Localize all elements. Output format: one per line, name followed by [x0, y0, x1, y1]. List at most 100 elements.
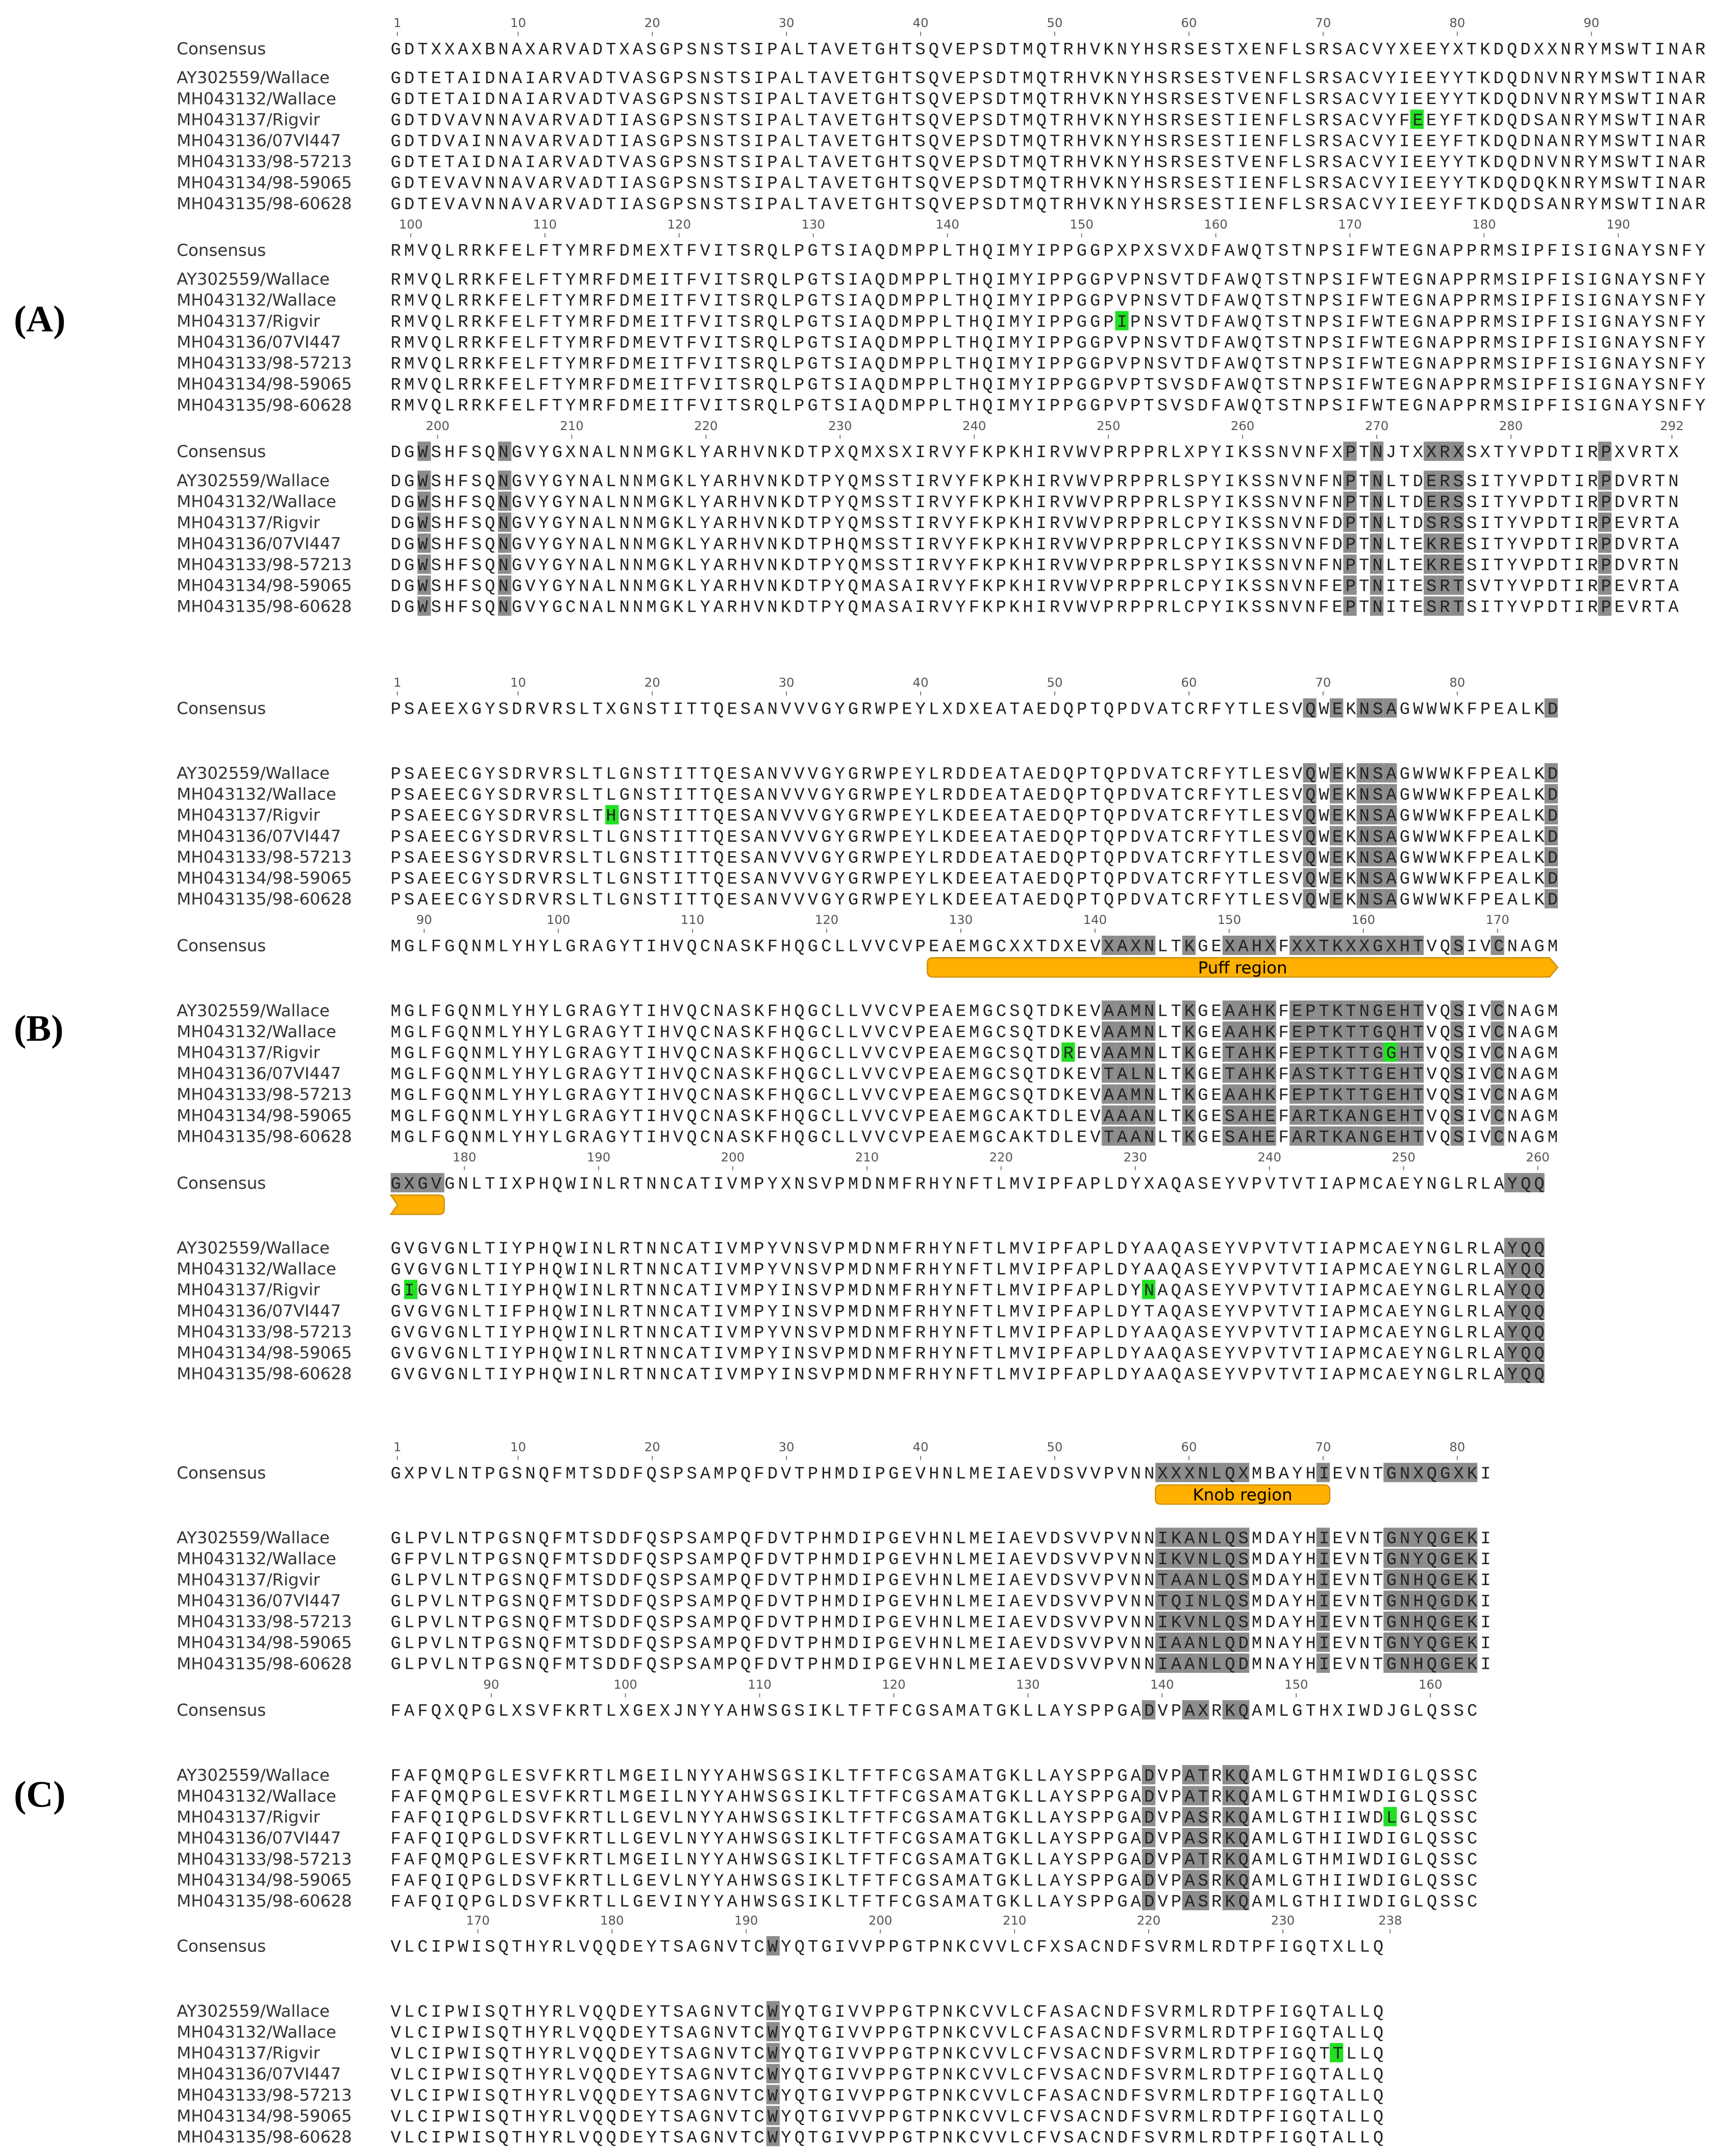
variable-site	[1463, 1611, 1478, 1631]
variable-site	[1356, 1000, 1370, 1020]
strain-sequence: FAFQIQPGLDSVFKRTLLGEVLNYYAHWSGSIKLTFTFCG…	[391, 1809, 1478, 1828]
variable-site	[1410, 935, 1424, 955]
variable-site	[1370, 441, 1384, 461]
variable-site	[1222, 1463, 1236, 1483]
variable-site	[1222, 1786, 1236, 1806]
variable-site	[1410, 1021, 1424, 1041]
variable-site	[1450, 935, 1464, 955]
variable-site	[1383, 868, 1397, 888]
variable-site	[1196, 1611, 1209, 1631]
variable-site	[404, 1173, 418, 1193]
variable-site	[1383, 1653, 1397, 1673]
unique-mutation	[1330, 2043, 1344, 2063]
strain-sequence: GVGVGNLTIYPHQWINLRTNNCATIVMPYINSVPMDNMFR…	[391, 1366, 1545, 1385]
variable-site	[1383, 935, 1397, 955]
position-tick-label: 150	[1070, 217, 1093, 232]
variable-site	[1235, 1084, 1250, 1104]
strain-sequence: PSAEECGYSDRVRSLTLGNSTITTQESANVVVGYGRWPEY…	[391, 891, 1558, 910]
position-tick-label: 190	[587, 1149, 610, 1164]
position-tick-label: 60	[1181, 675, 1197, 690]
variable-site	[766, 2085, 780, 2104]
variable-site	[1450, 1042, 1464, 1062]
variable-site	[1303, 847, 1317, 867]
variable-site	[1155, 1590, 1169, 1610]
variable-site	[1410, 1042, 1424, 1062]
variable-site	[1437, 575, 1451, 595]
variable-site	[1437, 554, 1451, 574]
variable-site	[1370, 847, 1384, 867]
variable-site	[1424, 1611, 1437, 1631]
variable-site	[1196, 1765, 1209, 1785]
variable-site	[1383, 1105, 1397, 1125]
strain-name: MH043134/98-59065	[177, 1870, 352, 1890]
position-tick-label: 1	[393, 15, 401, 30]
consensus-sequence: VLCIPWISQTHYRLVQQDEYTSAGNVTCWYQTGIVVPPGT…	[391, 1938, 1384, 1958]
variable-site	[1222, 935, 1236, 955]
variable-site	[1463, 1527, 1478, 1547]
variable-site	[1262, 1021, 1276, 1041]
strain-sequence: GLPVLNTPGSNQFMTSDDFQSPSAMPQFDVTPHMDIPGEV…	[391, 1530, 1491, 1549]
position-tick-label: 170	[1338, 217, 1361, 232]
variable-site	[1424, 1569, 1437, 1589]
variable-site	[1518, 1342, 1531, 1362]
strain-name: MH043132/Wallace	[177, 1022, 336, 1041]
variable-site	[431, 1173, 444, 1193]
position-tick-label: 100	[613, 1677, 637, 1692]
variable-site	[1303, 826, 1317, 846]
variable-site	[1410, 1527, 1424, 1547]
variable-site	[498, 554, 512, 574]
strain-name: MH043136/07VI447	[177, 2064, 341, 2084]
position-tick-label: 100	[547, 912, 570, 927]
variable-site	[1370, 1000, 1384, 1020]
variable-site	[1102, 1126, 1115, 1146]
variable-site	[1463, 1653, 1478, 1673]
variable-site	[1450, 1463, 1464, 1483]
position-tick-label: 280	[1499, 418, 1523, 433]
variable-site	[1141, 1807, 1156, 1826]
strain-sequence: PSAEECGYSDRVRSLTHGNSTITTQESANVVVGYGRWPEY…	[391, 807, 1558, 826]
consensus-label: Consensus	[177, 1700, 266, 1720]
strain-name: MH043135/98-60628	[177, 1654, 352, 1673]
variable-site	[1330, 805, 1344, 824]
alignment-block	[1410, 109, 1424, 129]
variable-site	[1518, 1280, 1531, 1299]
variable-site	[1235, 935, 1250, 955]
consensus-sequence: GXGVGNLTIXPHQWINLRTNNCATIVMPYXNSVPMDNMFR…	[391, 1175, 1545, 1194]
variable-site	[1222, 1548, 1236, 1568]
variable-site	[1249, 1105, 1263, 1125]
variable-site	[1141, 1700, 1156, 1720]
panel-label: (A)	[14, 298, 65, 340]
variable-site	[1128, 1000, 1142, 1020]
variable-site	[1343, 1063, 1357, 1083]
variable-site	[1155, 1527, 1169, 1547]
variable-site	[1356, 826, 1370, 846]
variable-site	[1518, 1364, 1531, 1383]
strain-sequence: PSAEECGYSDRVRSLTLGNSTITTQESANVVVGYGRWPEY…	[391, 786, 1558, 806]
variable-site	[1370, 596, 1384, 616]
variable-site	[1235, 1653, 1250, 1673]
variable-site	[1330, 868, 1344, 888]
variable-site	[1370, 1021, 1384, 1041]
consensus-label: Consensus	[177, 240, 266, 260]
variable-site	[1128, 1042, 1142, 1062]
strain-sequence: RMVQLRRKFELFTYMRFDMEITFVITSRQLPGTSIAQDMP…	[391, 355, 1706, 374]
variable-site	[1356, 1105, 1370, 1125]
strain-sequence: PSAEECGYSDRVRSLTLGNSTITTQESANVVVGYGRWPEY…	[391, 870, 1558, 889]
position-tick-label: 292	[1660, 418, 1683, 433]
variable-site	[1410, 1611, 1424, 1631]
variable-site	[1303, 1084, 1317, 1104]
strain-sequence: GDTEVAVNNAVARVADTIASGPSNSTSIPALTAVETGHTS…	[391, 195, 1706, 215]
alignment-block	[417, 441, 1612, 616]
variable-site	[1544, 784, 1558, 804]
variable-site	[1316, 1653, 1330, 1673]
variable-site	[417, 470, 431, 490]
position-tick-label: 240	[962, 418, 986, 433]
variable-site	[1397, 1063, 1410, 1083]
strain-name: MH043137/Rigvir	[177, 513, 320, 532]
variable-site	[1222, 1569, 1236, 1589]
variable-site	[1518, 1173, 1531, 1193]
strain-sequence: MGLFGQNMLYHYLGRAGYTIHVQCNASKFHQGCLLVVCVP…	[391, 1002, 1558, 1022]
variable-site	[1316, 1611, 1330, 1631]
variable-site	[1235, 1063, 1250, 1083]
